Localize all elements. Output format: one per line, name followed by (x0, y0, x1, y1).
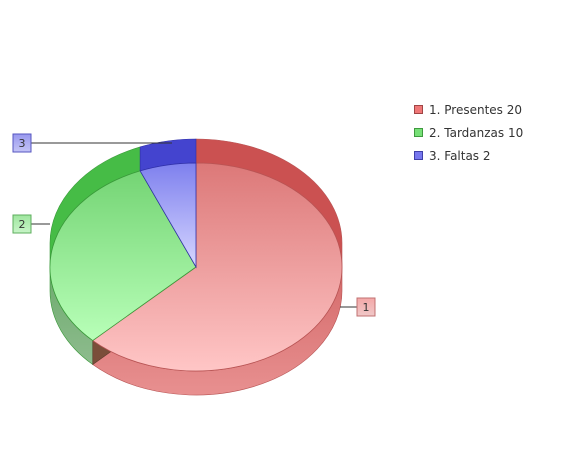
slice-tag-label: 2 (19, 218, 26, 231)
legend-swatch (414, 105, 423, 114)
legend-label: 3. Faltas 2 (429, 148, 491, 163)
slice-tag-label: 1 (363, 301, 370, 314)
slice-tardanzas (49, 170, 197, 342)
legend-label: 2. Tardanzas 10 (429, 125, 524, 140)
legend-swatch (414, 128, 423, 137)
slice-presentes (92, 162, 343, 372)
slice-tag (356, 297, 376, 317)
legend-item-tardanzas: 2. Tardanzas 10 (414, 121, 523, 144)
slice-tag (12, 214, 32, 234)
legend: 1. Presentes 20 2. Tardanzas 10 3. Falta… (414, 98, 523, 167)
slice-faltas (139, 162, 197, 269)
slice-tag-label: 3 (19, 137, 26, 150)
legend-item-faltas: 3. Faltas 2 (414, 144, 523, 167)
legend-item-presentes: 1. Presentes 20 (414, 98, 523, 121)
legend-label: 1. Presentes 20 (429, 102, 523, 117)
legend-swatch (414, 151, 423, 160)
slice-tag (12, 133, 32, 153)
